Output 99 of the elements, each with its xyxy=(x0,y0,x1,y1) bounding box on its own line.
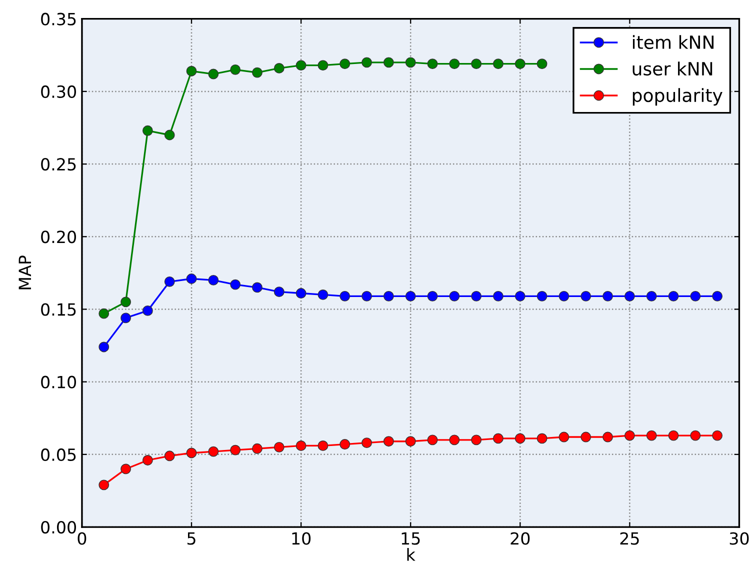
point xyxy=(362,290,372,302)
point xyxy=(624,430,635,441)
legend-label: item kNN xyxy=(632,35,714,50)
point xyxy=(383,57,394,68)
point xyxy=(449,58,460,70)
legend-label: user kNN xyxy=(632,62,712,76)
point xyxy=(252,443,262,454)
point xyxy=(427,434,438,446)
point xyxy=(362,438,372,448)
point xyxy=(252,67,262,78)
point xyxy=(514,290,526,302)
point xyxy=(318,440,328,451)
point xyxy=(318,60,328,71)
point xyxy=(514,433,526,444)
point xyxy=(252,282,262,293)
point xyxy=(514,58,526,70)
y-tick-label: 0.05 xyxy=(41,448,76,462)
point xyxy=(602,432,613,442)
point xyxy=(230,64,241,75)
point xyxy=(580,432,592,442)
y-axis-title: MAP xyxy=(18,256,31,290)
point xyxy=(383,290,394,302)
x-tick-label: 30 xyxy=(730,532,749,545)
x-tick-label: 15 xyxy=(402,532,420,545)
point xyxy=(164,276,175,287)
point xyxy=(98,308,110,319)
point xyxy=(186,448,197,458)
point xyxy=(120,312,131,324)
point xyxy=(668,430,679,441)
point xyxy=(405,290,416,302)
y-tick-label: 0.35 xyxy=(41,12,76,26)
y-tick-label: 0.00 xyxy=(41,520,76,534)
point xyxy=(142,305,153,316)
point xyxy=(362,57,372,68)
point xyxy=(186,274,197,284)
point xyxy=(120,296,131,308)
point xyxy=(449,290,460,302)
point xyxy=(208,274,219,286)
point xyxy=(624,290,635,302)
point xyxy=(164,130,175,140)
x-axis-title: k xyxy=(407,548,416,561)
point xyxy=(142,125,153,136)
point xyxy=(712,430,723,441)
point xyxy=(98,480,110,490)
point xyxy=(471,434,482,446)
x-tick-label: 25 xyxy=(620,532,639,545)
point xyxy=(427,290,438,302)
point xyxy=(558,290,570,302)
point xyxy=(296,60,306,71)
x-tick-label: 5 xyxy=(187,532,196,545)
point xyxy=(427,58,438,70)
y-tick-label: 0.20 xyxy=(41,230,76,244)
point xyxy=(536,58,548,70)
point xyxy=(208,446,219,457)
point xyxy=(602,290,613,302)
point xyxy=(690,430,701,441)
point xyxy=(274,63,284,74)
x-tick-label: 10 xyxy=(292,532,311,545)
point xyxy=(493,433,504,444)
y-tick-label: 0.10 xyxy=(41,376,76,388)
point xyxy=(558,432,570,442)
point xyxy=(449,434,460,446)
y-tick-label: 0.25 xyxy=(41,158,76,171)
point xyxy=(296,440,306,451)
x-tick-label: 20 xyxy=(510,532,530,545)
point xyxy=(493,58,504,70)
point xyxy=(668,290,679,302)
point xyxy=(690,290,701,302)
point xyxy=(536,433,548,444)
point xyxy=(493,290,504,302)
point xyxy=(274,286,284,298)
point xyxy=(230,279,241,290)
point xyxy=(646,430,657,441)
legend-label: popularity xyxy=(632,88,722,106)
y-tick-label: 0.30 xyxy=(41,85,76,98)
point xyxy=(383,436,394,447)
point xyxy=(142,455,153,466)
point xyxy=(536,290,548,302)
point xyxy=(164,450,175,462)
point xyxy=(340,439,350,450)
point xyxy=(208,68,219,80)
point xyxy=(405,57,416,68)
y-tick-label: 0.15 xyxy=(41,303,76,316)
point xyxy=(580,290,592,302)
point xyxy=(186,66,197,76)
point xyxy=(646,290,657,302)
x-tick-label: 0 xyxy=(78,532,86,545)
point xyxy=(120,464,131,474)
point xyxy=(230,444,241,456)
point xyxy=(340,290,350,302)
point xyxy=(405,436,416,447)
point xyxy=(340,58,350,70)
point xyxy=(712,290,723,302)
point xyxy=(296,288,306,298)
point xyxy=(274,442,284,452)
point xyxy=(98,342,110,352)
point xyxy=(471,290,482,302)
point xyxy=(471,58,482,70)
point xyxy=(318,290,328,300)
